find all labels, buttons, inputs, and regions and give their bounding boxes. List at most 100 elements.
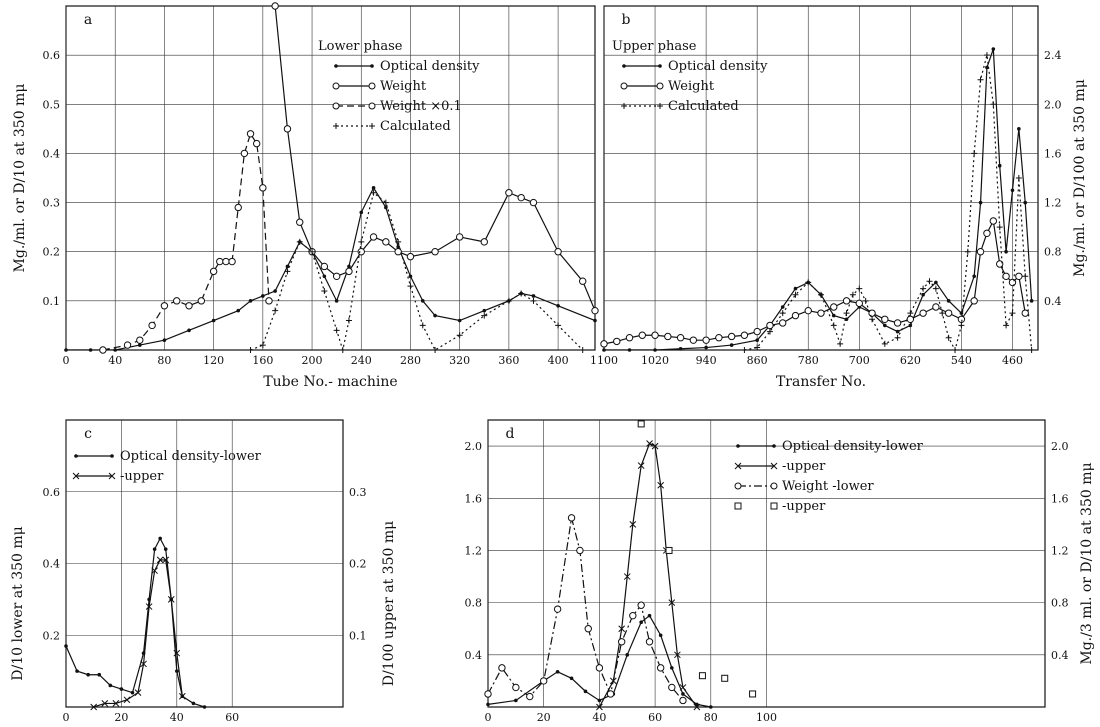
panel-b-series-0-point	[704, 345, 708, 350]
panel-b-xtick-label: 940	[696, 354, 717, 367]
panel-b-series-2-point	[741, 347, 748, 353]
panel-b-series-1-point	[868, 309, 876, 317]
panel-d-series-3-point	[721, 674, 729, 682]
panel-b-series-1-point	[1015, 272, 1023, 280]
panel-d-series-3-point	[698, 672, 706, 680]
panel-b-series-1-point	[740, 331, 749, 339]
panel-a-ylabel: Mg./ml. or D/10 at 350 mμ	[12, 84, 28, 273]
panel-a-series-0-point	[396, 245, 400, 249]
panel-d-ytick-label: 2.0	[465, 440, 483, 453]
panel-d-series-0-point	[658, 633, 663, 638]
panel-a-xlabel: Tube No.- machine	[263, 374, 397, 390]
panel-a-legend-2-label: Weight ×0.1	[380, 99, 462, 114]
panel-a-series-0-point	[187, 328, 191, 333]
panel-d-ytick-label: 0.4	[465, 649, 483, 662]
panel-a-series-0-point	[138, 343, 142, 347]
panel-c-series-0-point	[97, 672, 102, 677]
panel-a-xtick-label: 240	[351, 354, 372, 367]
panel-a-series-1-point	[505, 189, 513, 197]
panel-c-ylabel-left: D/10 lower at 350 mμ	[10, 526, 26, 681]
panel-b-series-2-point	[932, 285, 939, 292]
panel-b-title: Upper phase	[612, 39, 697, 54]
panel-b-series-2-point	[843, 310, 850, 317]
panel-b-legend-1-marker	[656, 82, 664, 90]
panel-b-series-2-point	[766, 328, 773, 335]
panel-b-letter: b	[622, 12, 631, 28]
panel-a-series-2-point	[185, 302, 193, 310]
panel-c-series-0-point	[130, 690, 135, 695]
panel-d-ytick-label: 1.2	[465, 544, 483, 557]
panel-b-series-1-point	[664, 332, 672, 341]
panel-b-series-1-point	[817, 309, 825, 317]
panel-b-ytick-label: 1.2	[1044, 197, 1062, 210]
panel-b-series-2-point	[1022, 273, 1029, 280]
panel-b-series-0-point	[946, 299, 951, 303]
panel-b-series-1-point	[830, 303, 838, 311]
panel-a-series-0-point	[347, 264, 351, 269]
panel-b-series-1-point	[919, 309, 927, 317]
panel-d-series-1-point	[646, 440, 653, 447]
panel-b-legend-2-marker	[621, 103, 627, 109]
panel-d-ytick-right-label: 0.8	[1051, 597, 1069, 610]
panel-b-series-1-point	[855, 299, 863, 308]
panel-c-series-0-point	[163, 547, 168, 551]
panel-a-series-0-point	[261, 294, 265, 298]
panel-a-series-0-point	[113, 348, 118, 352]
panel-c-series-0-point	[64, 644, 68, 648]
panel-b-series-0-point	[1029, 299, 1034, 303]
panel-a-series-3-point	[395, 238, 402, 245]
panel-d-xtick-label: 20	[537, 711, 551, 724]
panel-a-xtick-label: 280	[400, 354, 421, 367]
panel-a-series-2-point	[216, 257, 224, 266]
panel-b-legend-1-label: Weight	[668, 79, 715, 94]
panel-b-series-2-point	[1015, 175, 1022, 181]
panel-a-series-1-point	[480, 238, 488, 246]
panel-d-legend-3-marker	[734, 502, 742, 510]
panel-b-series-1-point	[727, 332, 736, 341]
panel-b-ytick-label: 1.6	[1044, 147, 1062, 160]
panel-c-series-1-point	[145, 603, 153, 610]
panel-d-legend-0-marker	[772, 444, 776, 448]
panel-a-series-3-point	[432, 347, 439, 353]
panel-d-series-2-point	[629, 611, 637, 620]
panel-b-series-1-point	[804, 306, 812, 315]
panel-c-series-1-point	[101, 700, 109, 707]
panel-d-series-2-point	[584, 625, 592, 633]
panel-c-series-0-point	[191, 701, 196, 706]
panel-a-series-0-point	[273, 289, 277, 293]
panel-d-series-1-point	[679, 684, 687, 691]
panel-d-legend-2-label: Weight -lower	[782, 479, 874, 494]
panel-d-series-2-point	[645, 638, 654, 646]
panel-c-legend-1-label: -upper	[120, 469, 164, 484]
panel-a-series-0-point	[211, 318, 216, 323]
panel-a-series-2-point	[197, 297, 206, 305]
panel-b-series-1-point	[638, 331, 646, 339]
panel-a-series-3-point	[370, 189, 377, 196]
panel-d-series-2-point	[679, 696, 687, 705]
panel-b-series-1-point	[976, 248, 985, 256]
panel-b-series-0-point	[991, 47, 996, 51]
panel-a-series-3-point	[345, 317, 352, 324]
panel-a-series-0-point	[408, 274, 413, 279]
panel-a-series-1-point	[406, 252, 415, 261]
panel-a-series-0-line	[66, 186, 595, 350]
panel-c-xtick-label: 0	[63, 711, 70, 724]
panel-b-legend-2-label: Calculated	[668, 99, 739, 114]
panel-b-legend-2-marker	[657, 103, 663, 109]
panel-b-series-1-point	[944, 309, 953, 317]
panel-a-series-3-point	[358, 238, 365, 245]
panel-b-series-2-point	[792, 291, 799, 298]
panel-a-series-0-point	[64, 348, 68, 352]
panel-d-series-0-point	[709, 705, 713, 709]
panel-d-legend-3-label: -upper	[782, 499, 826, 514]
panel-d-series-3-point	[749, 690, 757, 698]
panel-d-series-2-point	[595, 664, 604, 672]
panel-a-series-1-point	[332, 272, 341, 280]
panel-a-series-2-line	[102, 132, 270, 350]
panel-b-series-2-point	[881, 340, 888, 347]
panel-b-series-0-point	[997, 163, 1002, 168]
panel-b-series-2-point	[856, 285, 863, 292]
panel-b-series-1-point	[651, 331, 659, 339]
panel-b-series-1-point	[881, 315, 889, 323]
